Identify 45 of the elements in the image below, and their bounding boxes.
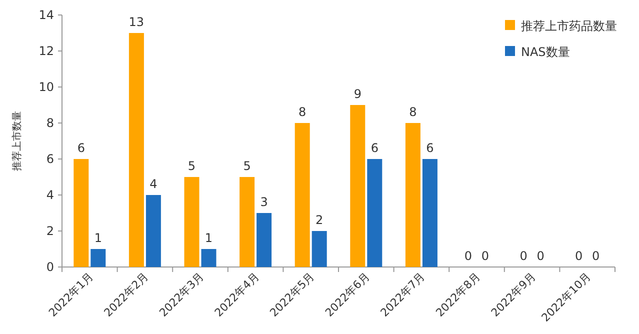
- y-tick-label: 6: [46, 152, 54, 166]
- bar: [422, 159, 438, 267]
- data-label: 0: [520, 249, 528, 263]
- bar: [90, 249, 106, 267]
- data-label: 3: [260, 195, 268, 209]
- y-axis-title: 推荐上市数量: [11, 111, 23, 171]
- bar: [405, 123, 420, 267]
- bar: [294, 123, 310, 267]
- data-label: 1: [204, 231, 213, 245]
- data-label: 0: [464, 249, 472, 263]
- data-label: 4: [150, 177, 158, 191]
- data-label: 9: [354, 87, 362, 101]
- bar: [312, 231, 327, 267]
- bar: [350, 105, 366, 267]
- y-tick-label: 12: [38, 44, 54, 58]
- data-label: 8: [409, 105, 417, 119]
- bar: [240, 177, 255, 267]
- y-tick-label: 10: [38, 80, 54, 94]
- legend-label: 推荐上市药品数量: [521, 19, 617, 33]
- data-label: 13: [128, 15, 144, 29]
- data-label: 0: [536, 249, 544, 263]
- bar: [146, 195, 161, 267]
- y-tick-label: 8: [46, 116, 54, 130]
- bar: [256, 213, 272, 267]
- data-label: 0: [575, 249, 583, 263]
- y-tick-label: 0: [46, 260, 54, 274]
- y-tick-label: 14: [38, 8, 54, 22]
- data-label: 2: [316, 213, 324, 227]
- bar: [201, 249, 216, 267]
- data-label: 1: [94, 231, 102, 245]
- bar: [128, 33, 144, 267]
- bar: [367, 159, 382, 267]
- bar: [74, 159, 89, 267]
- y-tick-label: 4: [46, 188, 54, 202]
- data-label: 6: [370, 141, 378, 155]
- data-label: 5: [243, 159, 251, 173]
- legend-label: NAS数量: [521, 45, 570, 59]
- data-label: 6: [426, 141, 434, 155]
- y-tick-label: 2: [46, 224, 54, 238]
- data-label: 0: [592, 249, 600, 263]
- data-label: 6: [77, 141, 85, 155]
- data-label: 8: [298, 105, 306, 119]
- data-label: 0: [481, 249, 490, 263]
- data-label: 5: [188, 159, 196, 173]
- bar: [184, 177, 200, 267]
